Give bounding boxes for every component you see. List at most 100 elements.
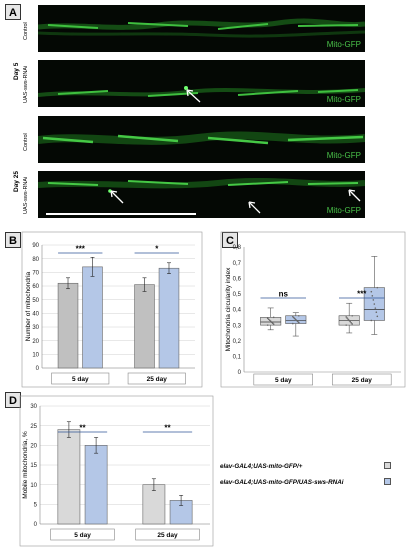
y-tick-label: 60 xyxy=(32,284,39,290)
micrograph-label: Mito-GFP xyxy=(326,40,361,49)
y-tick-label: 30 xyxy=(30,404,37,410)
y-tick-label: 0 xyxy=(238,370,242,376)
panel-c-letter: C xyxy=(222,232,238,248)
significance-label: ns xyxy=(279,290,289,299)
bar xyxy=(82,266,103,369)
micrograph-signal xyxy=(38,178,365,215)
data-point xyxy=(266,317,269,320)
legend-swatch-rnai xyxy=(384,478,391,485)
data-point xyxy=(292,322,294,325)
data-point xyxy=(294,317,296,320)
x-category-label: 25 day xyxy=(352,377,373,384)
y-tick-label: 15 xyxy=(30,463,37,469)
data-point xyxy=(298,321,300,324)
data-point xyxy=(376,315,379,318)
legend-label: elav-GAL4;UAS-mito-GFP/+ xyxy=(220,463,303,470)
y-tick-label: 25 xyxy=(30,424,37,430)
micrograph-label: Mito-GFP xyxy=(326,151,361,160)
condition-label: Control xyxy=(23,22,29,40)
data-point xyxy=(346,317,348,319)
data-point xyxy=(298,314,300,317)
data-point xyxy=(376,286,379,289)
bar xyxy=(57,282,79,369)
data-point xyxy=(375,311,378,314)
significance-label: ** xyxy=(79,424,86,433)
significance-label: *** xyxy=(76,245,86,254)
category-box xyxy=(253,373,313,386)
micrograph-day25-control: Mito-GFP xyxy=(38,116,365,163)
y-tick-label: 10 xyxy=(32,353,39,359)
y-tick-label: 0,5 xyxy=(233,292,242,298)
data-point xyxy=(370,319,373,322)
condition-label: Control xyxy=(23,133,29,151)
data-point xyxy=(297,320,299,323)
data-point xyxy=(349,320,351,323)
y-tick-label: 0,1 xyxy=(233,355,242,361)
bar xyxy=(84,445,108,525)
bar xyxy=(158,267,180,369)
data-point xyxy=(351,314,353,317)
y-tick-label: 50 xyxy=(32,298,39,304)
significance-label: * xyxy=(155,245,159,254)
chart-circularity-index: 0 0,1 0,2 0,3 0,4 0,5 0,6 0,7 0,8 Mitochondria ci… xyxy=(220,231,406,388)
micrograph-label: Mito-GFP xyxy=(326,206,361,215)
data-point xyxy=(348,319,350,322)
data-point xyxy=(351,323,353,325)
y-tick-label: 5 xyxy=(34,503,38,509)
y-tick-label: 40 xyxy=(32,312,39,318)
significance-label: *** xyxy=(357,290,367,299)
y-tick-label: 10 xyxy=(30,483,37,489)
y-tick-label: 30 xyxy=(32,325,39,331)
category-box xyxy=(332,373,392,386)
data-point xyxy=(373,303,376,305)
data-point xyxy=(350,321,352,324)
y-axis-label: Number of mitochondria xyxy=(25,271,32,341)
data-point xyxy=(374,307,377,309)
data-point xyxy=(345,316,347,318)
panel-b-letter: B xyxy=(5,232,21,248)
data-point xyxy=(371,295,374,297)
bar xyxy=(57,429,81,525)
y-axis-label: Mitochondria circularity index xyxy=(225,267,232,352)
category-box xyxy=(51,372,110,385)
legend-item-control: elav-GAL4;UAS-mito-GFP/+ xyxy=(220,462,391,472)
data-point xyxy=(293,316,295,319)
chart-frame xyxy=(220,231,406,388)
data-point xyxy=(345,324,347,326)
y-tick-label: 80 xyxy=(32,257,39,263)
y-axis-label: Mobile mitochondria, % xyxy=(22,431,29,499)
micrograph-day25-rnai: Mito-GFP xyxy=(38,171,365,218)
significance-label: ** xyxy=(164,424,171,433)
data-point xyxy=(272,323,275,325)
chart-mitochondria-number: 0 10 20 30 40 50 60 70 80 90 Number of mitochondri… xyxy=(21,231,203,388)
micrograph-signal xyxy=(38,131,365,145)
x-category-label: 5 day xyxy=(74,532,91,539)
micrograph-signal xyxy=(38,18,365,38)
micrograph-day5-rnai: Mito-GFP xyxy=(38,60,365,107)
x-category-label: 25 day xyxy=(147,376,168,383)
category-box xyxy=(50,528,115,541)
y-tick-label: 20 xyxy=(30,444,37,450)
y-tick-label: 20 xyxy=(32,339,39,345)
legend-label: elav-GAL4;UAS-mito-GFP/UAS-sws-RNAi xyxy=(220,479,344,486)
y-tick-label: 0,8 xyxy=(233,245,242,251)
micrograph-signal xyxy=(38,86,365,103)
data-point xyxy=(292,315,294,318)
data-point xyxy=(347,318,349,321)
data-point xyxy=(272,316,275,319)
panel-d-letter: D xyxy=(5,392,21,408)
y-tick-label: 0 xyxy=(34,522,38,528)
y-tick-label: 0,3 xyxy=(233,323,242,329)
y-tick-label: 90 xyxy=(32,243,39,249)
y-tick-label: 0,4 xyxy=(233,308,242,314)
data-point xyxy=(370,290,373,293)
chart-frame xyxy=(21,231,203,388)
y-tick-label: 0,6 xyxy=(233,276,242,282)
condition-label: UAS-sws-RNAi xyxy=(23,176,29,214)
category-box xyxy=(127,372,186,385)
data-point xyxy=(295,318,297,321)
data-point xyxy=(271,322,274,324)
legend-item-rnai: elav-GAL4;UAS-mito-GFP/UAS-sws-RNAi xyxy=(220,478,391,488)
panel-a-letter: A xyxy=(5,4,21,20)
x-category-label: 5 day xyxy=(275,377,292,384)
